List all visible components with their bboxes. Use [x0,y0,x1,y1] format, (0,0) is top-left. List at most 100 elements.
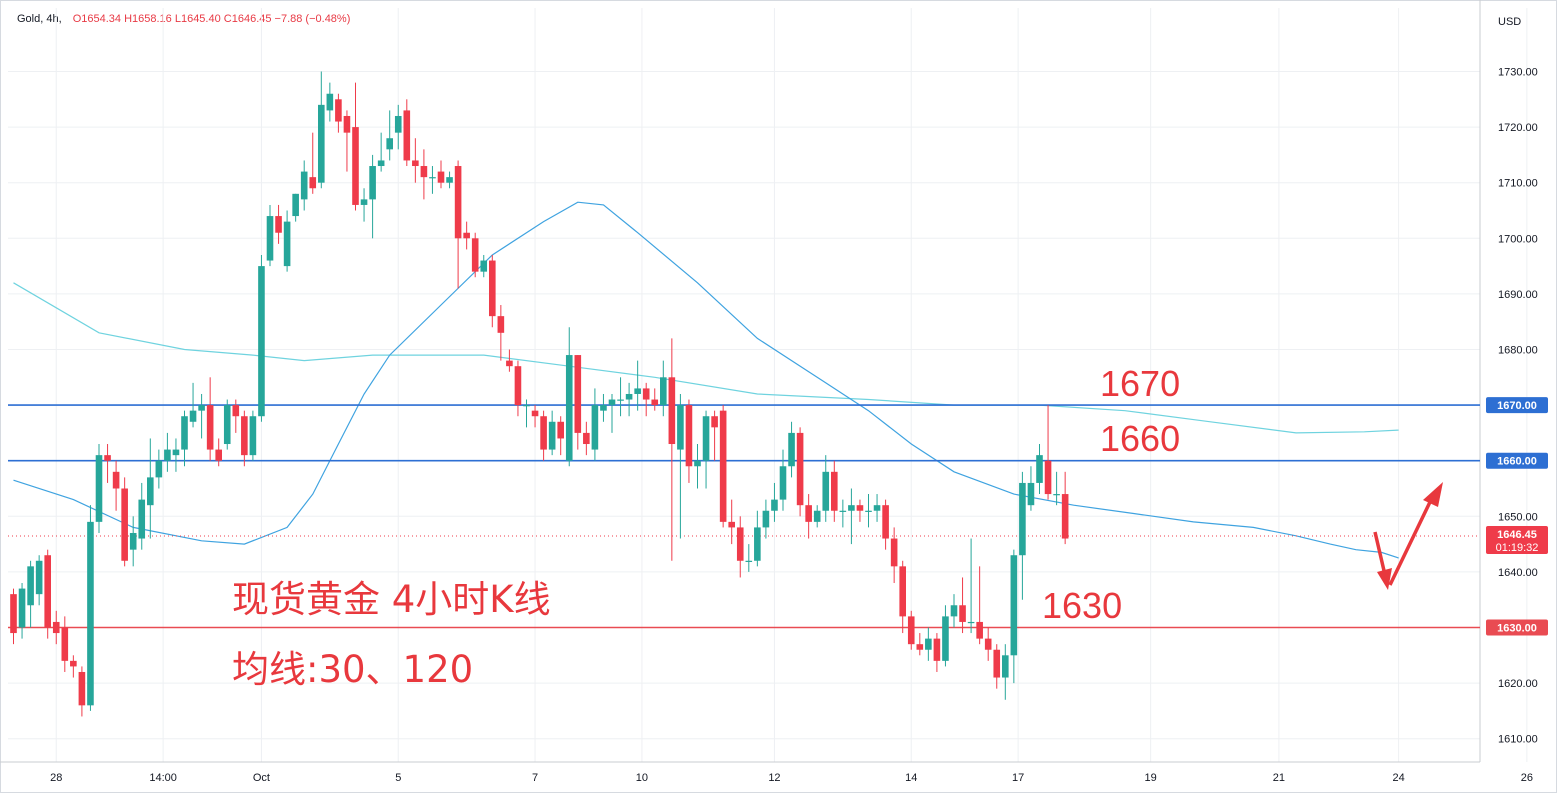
candle [147,438,154,539]
candle [736,516,744,578]
candle [18,583,26,639]
candle [608,393,616,433]
price-tag-current-countdown: 01:19:32 [1496,542,1539,554]
candle-body [771,499,778,511]
candle-body [352,127,359,205]
candle-body [283,221,291,267]
candle-body [164,449,171,461]
candle [1019,471,1026,600]
candle [984,627,992,661]
candle [796,427,804,517]
candle-body [266,216,274,261]
candle-body [454,166,462,239]
candle-body [258,266,265,417]
candle [967,538,975,634]
candle-body [206,405,214,450]
candle [112,460,120,511]
candle [882,499,889,550]
candle-body [839,510,847,512]
candle [300,160,308,211]
candle-body [514,366,522,406]
candle [318,71,325,189]
candle-body [275,216,282,233]
candle-body [805,505,812,522]
candle-body [967,621,975,624]
candle-body [318,104,325,183]
candle [206,377,214,461]
candle-body [822,471,830,511]
candle-body [608,399,616,406]
down-arrow-icon [1373,531,1392,590]
candle [583,421,590,456]
candle [489,254,496,328]
candle-body [147,477,154,506]
candle [352,82,359,211]
time-tick-label: 14 [905,772,917,784]
candle [1010,549,1018,684]
candle [668,338,676,561]
candle-body [933,638,941,661]
candle [121,477,128,567]
candle-body [70,660,77,667]
candle [873,494,881,522]
candle [275,204,282,244]
candle-body [471,238,479,272]
time-tick-label: 21 [1273,772,1285,784]
candle [70,655,77,678]
candle [10,588,17,645]
candle-body [104,455,111,461]
candle [412,138,419,183]
price-tick-label: 1620.00 [1498,678,1538,690]
candle [523,399,530,428]
candles [10,71,1069,717]
symbol-name[interactable]: Gold, 4h, [17,13,62,25]
candle [950,594,958,628]
candle-body [762,510,770,528]
candle-body [925,638,932,650]
candle-body [429,177,436,179]
candle [1027,466,1035,511]
candle-body [848,505,855,511]
candle [164,432,171,472]
candle-body [1036,455,1043,483]
candle [44,549,51,639]
candle-body [899,566,906,617]
candle-body [129,532,137,550]
candle [976,566,983,645]
candle [899,560,906,634]
annotations: 现货黄金 4小时K线 均线:30、120 1670 1660 1630 [232,363,1443,691]
candle [514,360,522,417]
candle [625,382,633,417]
candle [677,393,684,539]
candle-body [386,138,393,150]
candle [326,82,334,122]
price-tag-current: 1646.45 [1497,529,1537,541]
candle-body [198,405,205,411]
candle-body [44,555,51,628]
candle-body [437,171,445,183]
candle-body [634,388,641,394]
candle-body [1053,494,1060,496]
candle-body [660,377,667,406]
candle [779,449,787,511]
candle-body [779,466,787,500]
candle-body [506,360,513,367]
candle [642,382,650,417]
candle-body [548,421,556,450]
candle-body [138,499,146,539]
candle-body [754,527,761,561]
chinese-title: 现货黄金 4小时K线 [232,578,551,621]
candle [309,132,317,194]
candle [403,99,411,167]
symbol-legend: Gold, 4h, O1654.34 H1658.16 L1645.40 C16… [17,13,350,25]
candle-body [574,355,582,433]
candle [916,633,924,656]
candle [788,421,795,478]
label-1670: 1670 [1100,363,1180,404]
candle [865,494,872,528]
candle-body [950,605,958,617]
candle-body [412,160,419,167]
price-tag-1630: 1630.00 [1497,623,1537,635]
